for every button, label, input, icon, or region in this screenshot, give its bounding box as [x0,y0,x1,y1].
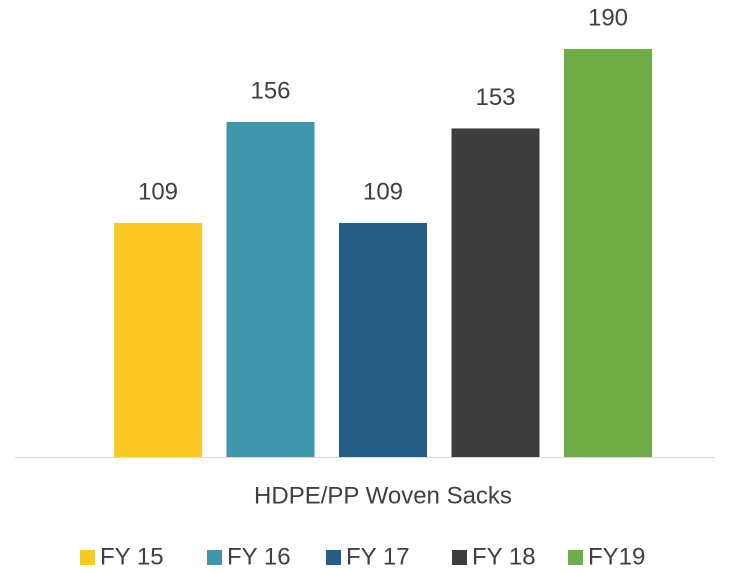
legend-swatch [326,550,341,565]
legend-label: FY19 [588,543,645,570]
legend-label: FY 15 [100,543,164,570]
x-tick-label: HDPE/PP Woven Sacks [254,482,512,509]
bar [564,48,652,457]
bar [226,121,315,458]
bar [114,222,202,457]
data-label: 109 [138,178,178,205]
data-label: 190 [588,4,628,31]
data-label: 153 [475,84,515,111]
bar [339,222,427,457]
legend-swatch [568,550,583,565]
legend-label: FY 16 [227,543,291,570]
legend-label: FY 17 [346,543,410,570]
data-label: 109 [363,178,403,205]
legend-swatch [207,550,222,565]
legend-swatch [452,550,467,565]
bar [451,128,540,457]
legend-swatch [80,550,95,565]
legend-label: FY 18 [472,543,536,570]
data-label: 156 [250,77,290,104]
